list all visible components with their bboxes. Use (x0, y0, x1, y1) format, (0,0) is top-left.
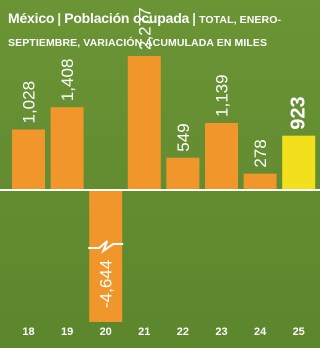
x-tick-label-22: 22 (177, 326, 189, 338)
bar-18 (12, 129, 45, 190)
x-tick-label-24: 24 (254, 326, 267, 338)
axis-break-mark (88, 240, 124, 254)
bar-20 (89, 190, 123, 322)
bar-23 (205, 122, 238, 190)
value-label-18: 1,028 (20, 81, 39, 124)
value-label-25: 923 (288, 96, 310, 129)
x-tick-label-19: 19 (61, 326, 73, 338)
bar-21 (127, 56, 161, 190)
x-tick-label-21: 21 (138, 326, 150, 338)
title-indicator: Población ocupada (64, 10, 190, 26)
value-label-21: 2,277 (135, 7, 154, 50)
chart-title: México | Población ocupada | TOTAL, ENERO-SE… (8, 8, 312, 54)
value-label-24: 278 (251, 139, 270, 167)
x-tick-label-20: 20 (100, 326, 112, 338)
x-tick-label-23: 23 (215, 326, 227, 338)
value-label-20: -4,644 (97, 260, 116, 308)
x-tick-label-18: 18 (22, 326, 34, 338)
bar-24 (243, 173, 277, 190)
title-subtitle: TOTAL, ENERO-SEPTIEMBRE, VARIACIÓN ACUMU… (8, 14, 282, 49)
bar-25 (282, 135, 316, 190)
value-label-23: 1,139 (213, 74, 232, 117)
x-tick-label-25: 25 (293, 326, 305, 338)
title-country: México (8, 10, 55, 26)
title-separator: | (192, 10, 197, 26)
value-label-19: 1,408 (58, 59, 77, 102)
bar-22 (166, 157, 200, 190)
title-separator: | (57, 10, 62, 26)
value-label-22: 549 (174, 123, 193, 151)
bar-19 (50, 107, 84, 190)
